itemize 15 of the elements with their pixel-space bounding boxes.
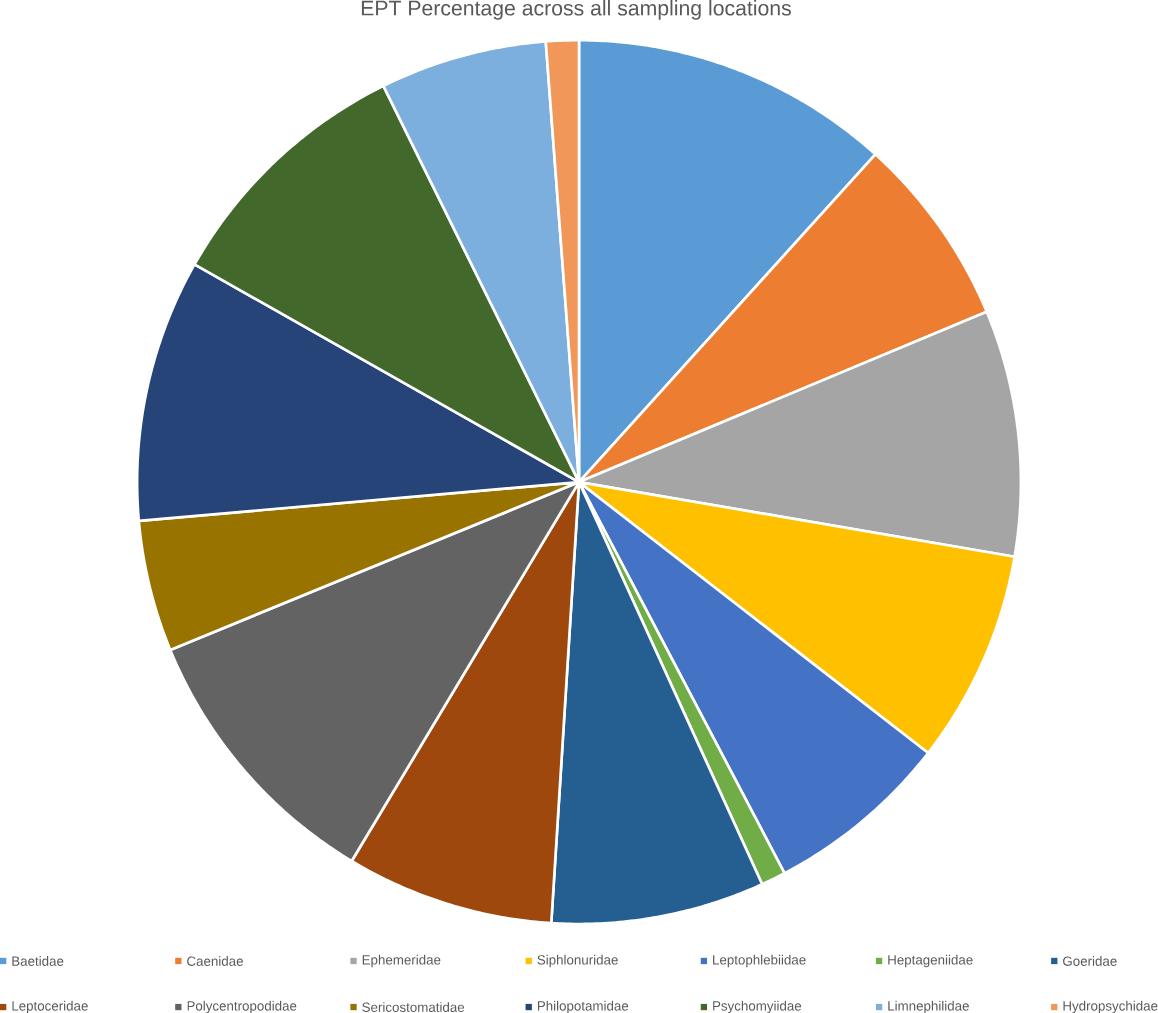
legend-label: Polycentropodidae xyxy=(187,1000,297,1013)
chart-title: EPT Percentage across all sampling locations xyxy=(361,0,791,20)
legend-label: Limnephilidae xyxy=(888,1000,969,1013)
legend-label: Leptoceridae xyxy=(12,1000,88,1013)
legend-label: Caenidae xyxy=(187,955,243,966)
legend-label: Hydropsychidae xyxy=(1063,1000,1158,1013)
legend-label: Baetidae xyxy=(12,955,64,966)
legend-label: Ephemeridae xyxy=(362,954,441,968)
legend-label: Goeridae xyxy=(1063,955,1117,966)
legend-label: Siphlonuridae xyxy=(537,954,618,968)
legend-label: Heptageniidae xyxy=(888,954,973,968)
legend-label: Leptophlebiidae xyxy=(713,954,806,968)
legend-label: Philopotamidae xyxy=(537,1000,629,1013)
legend-label: Sericostomatidae xyxy=(362,1002,465,1012)
legend-label: Psychomyiidae xyxy=(713,1000,802,1013)
